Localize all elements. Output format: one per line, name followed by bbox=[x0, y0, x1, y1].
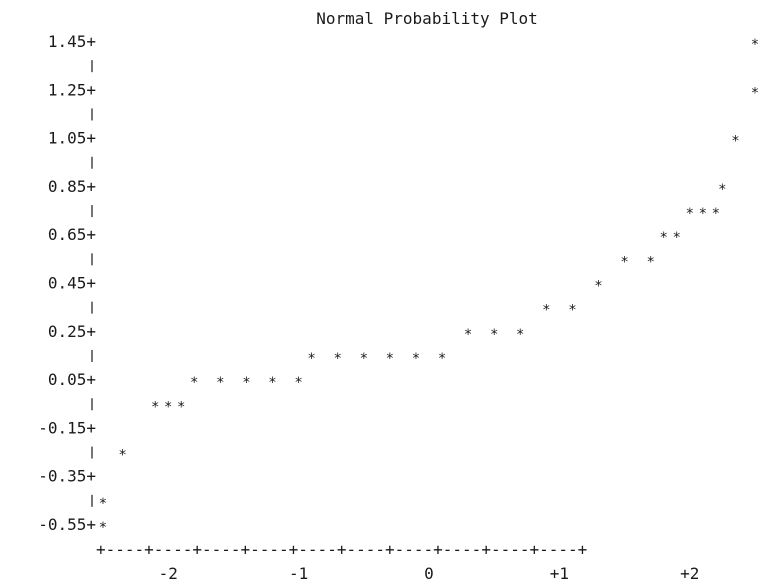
data-point: * bbox=[660, 230, 668, 246]
data-points: * * * * * * * * * * * * * * * * * * * * * * * * * * * * * * * * * * bbox=[99, 37, 759, 536]
data-point: * bbox=[216, 375, 224, 391]
data-point: * bbox=[99, 520, 107, 536]
y-tick-label: 0.85+ bbox=[48, 177, 96, 196]
data-point: * bbox=[516, 327, 524, 343]
data-point: * bbox=[412, 351, 420, 367]
data-point: * bbox=[731, 134, 739, 150]
y-tick-label: 0.45+ bbox=[48, 274, 96, 293]
y-tick-label: -0.55+ bbox=[38, 515, 96, 534]
data-point: * bbox=[242, 375, 250, 391]
y-tick-label: -0.35+ bbox=[38, 467, 96, 486]
data-point: * bbox=[686, 206, 694, 222]
data-point: * bbox=[268, 375, 276, 391]
data-point: * bbox=[712, 206, 720, 222]
data-point: * bbox=[542, 303, 550, 319]
data-point: * bbox=[294, 375, 302, 391]
data-point: * bbox=[464, 327, 472, 343]
data-point: * bbox=[568, 303, 576, 319]
data-point: * bbox=[386, 351, 394, 367]
x-tick-labels: -2 -1 0 +1 +2 bbox=[159, 564, 700, 583]
y-tick-label: 1.25+ bbox=[48, 80, 96, 99]
data-point: * bbox=[164, 399, 172, 415]
data-point: * bbox=[699, 206, 707, 222]
y-tick-label: 0.25+ bbox=[48, 322, 96, 341]
data-point: * bbox=[118, 448, 126, 464]
data-point: * bbox=[751, 37, 759, 53]
data-point: * bbox=[307, 351, 315, 367]
x-tick-label: -1 bbox=[289, 564, 308, 583]
data-point: * bbox=[490, 327, 498, 343]
data-point: * bbox=[646, 254, 654, 270]
data-point: * bbox=[99, 496, 107, 512]
data-point: * bbox=[594, 279, 602, 295]
x-tick-label: -2 bbox=[159, 564, 178, 583]
y-tick-label: 1.45+ bbox=[48, 32, 96, 51]
x-axis-line: +----+----+----+----+----+----+----+----… bbox=[96, 540, 587, 559]
y-tick-labels: 1.45+ 1.25+ 1.05+ 0.85+ 0.65+ 0.45+ 0.25+ 0.05+… bbox=[38, 32, 96, 534]
data-point: * bbox=[334, 351, 342, 367]
y-tick-label: 0.05+ bbox=[48, 370, 96, 389]
data-point: * bbox=[673, 230, 681, 246]
data-point: * bbox=[438, 351, 446, 367]
data-point: * bbox=[190, 375, 198, 391]
data-point: * bbox=[360, 351, 368, 367]
y-tick-label: -0.15+ bbox=[38, 418, 96, 437]
data-point: * bbox=[177, 399, 185, 415]
data-point: * bbox=[751, 85, 759, 101]
data-point: * bbox=[620, 254, 628, 270]
y-tick-label: 1.05+ bbox=[48, 129, 96, 148]
data-point: * bbox=[718, 182, 726, 198]
y-tick-label: 0.65+ bbox=[48, 225, 96, 244]
x-tick-label: +1 bbox=[550, 564, 569, 583]
x-tick-label: +2 bbox=[680, 564, 699, 583]
x-tick-label: 0 bbox=[424, 564, 434, 583]
chart-title: Normal Probability Plot bbox=[316, 9, 538, 28]
data-point: * bbox=[151, 399, 159, 415]
